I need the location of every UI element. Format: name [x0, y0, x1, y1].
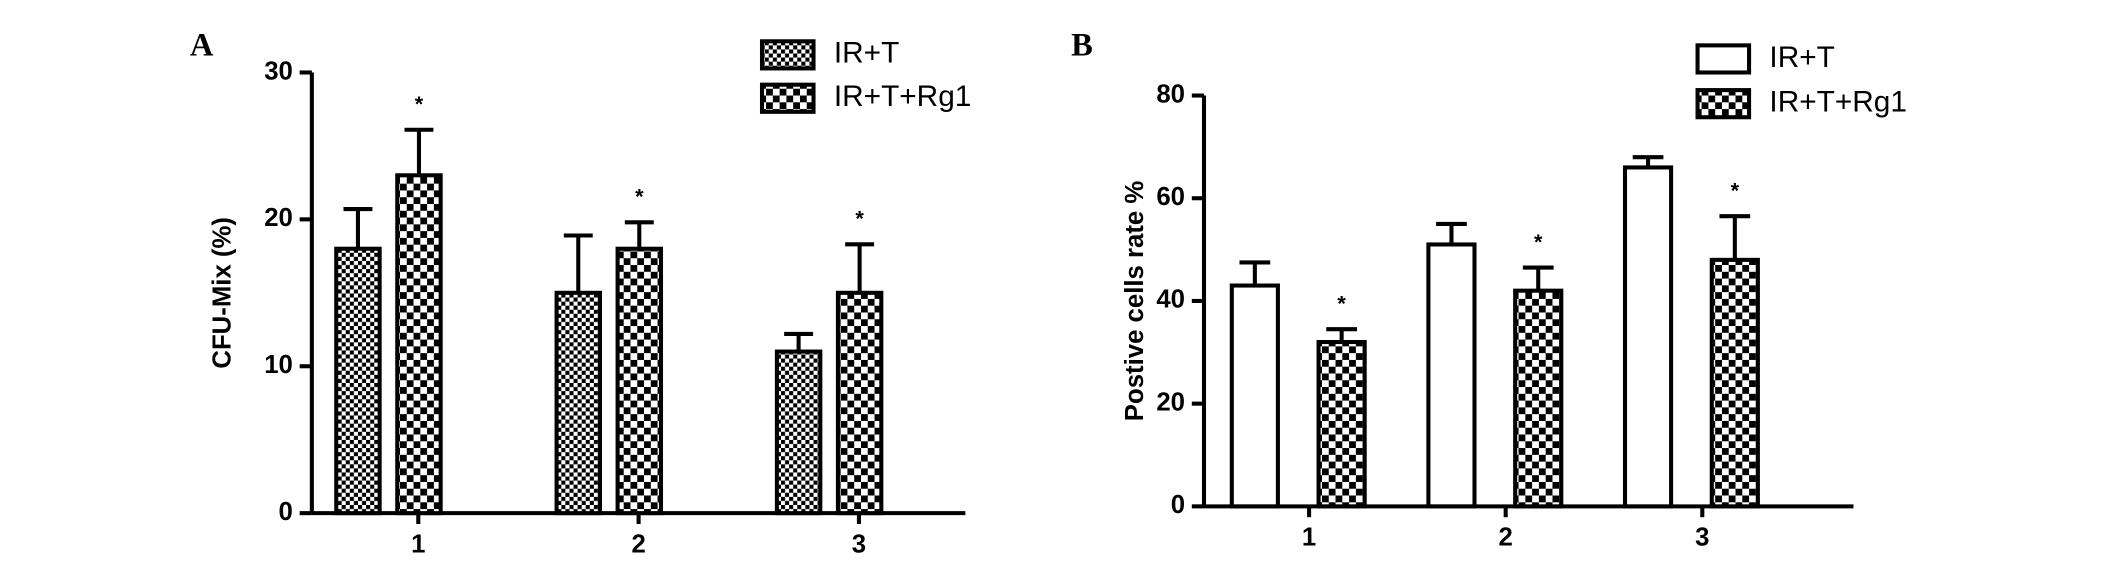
- y-tick-label: 20: [1156, 388, 1185, 416]
- y-tick-label: 80: [1156, 80, 1185, 108]
- y-tick-label: 60: [1156, 183, 1185, 211]
- annotation: *: [1731, 178, 1740, 203]
- y-tick-label: 30: [264, 57, 293, 85]
- bar: [554, 290, 603, 516]
- bar: [1229, 283, 1280, 509]
- legend-label: IR+T+Rg1: [834, 80, 972, 113]
- bar: [615, 246, 664, 516]
- y-axis-title: CFU-Mix (%): [209, 217, 237, 369]
- x-tick-label: 1: [411, 530, 425, 558]
- x-tick-label: 3: [852, 530, 866, 558]
- bar: [1316, 339, 1367, 509]
- legend-swatch: [759, 39, 816, 71]
- panel-label: A: [190, 28, 214, 64]
- legend-label: IR+T: [834, 37, 899, 70]
- x-tick-label: 1: [1302, 524, 1316, 552]
- annotation: *: [635, 184, 644, 209]
- bar: [395, 173, 443, 516]
- panel-label: B: [1071, 28, 1093, 64]
- annotation: *: [1534, 229, 1543, 254]
- bar: [1513, 288, 1564, 509]
- legend-swatch: [1695, 88, 1752, 120]
- legend-swatch: [1695, 43, 1752, 75]
- bar: [1709, 257, 1760, 509]
- annotation: *: [415, 91, 424, 116]
- x-tick-label: 3: [1695, 524, 1709, 552]
- y-axis-title: Postive cells rate %: [1121, 181, 1149, 422]
- legend-swatch: [759, 82, 816, 114]
- bar: [835, 290, 884, 516]
- bar: [1426, 242, 1477, 509]
- y-tick-label: 40: [1156, 286, 1185, 314]
- legend-label: IR+T+Rg1: [1769, 86, 1907, 119]
- x-tick-label: 2: [631, 530, 645, 558]
- y-tick-label: 0: [279, 498, 293, 526]
- legend-label: IR+T: [1769, 41, 1834, 74]
- annotation: *: [1337, 291, 1346, 316]
- y-tick-label: 10: [264, 351, 293, 379]
- bar: [774, 349, 823, 516]
- y-tick-label: 20: [264, 204, 293, 232]
- y-tick-label: 0: [1171, 491, 1185, 519]
- bar: [1622, 165, 1674, 509]
- x-tick-label: 2: [1499, 524, 1513, 552]
- bar: [334, 246, 382, 516]
- annotation: *: [855, 206, 864, 231]
